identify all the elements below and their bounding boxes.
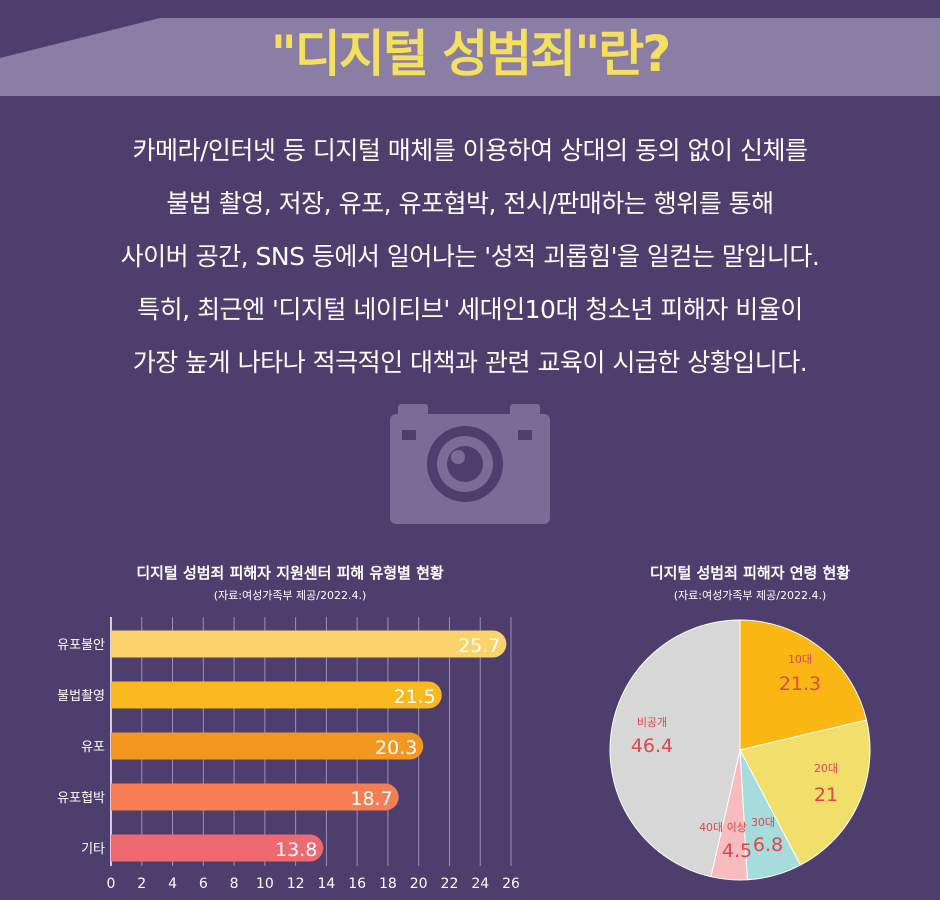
pie-value-label: 6.8 (753, 834, 783, 856)
intro-text: 카메라/인터넷 등 디지털 매체를 이용하여 상대의 동의 없이 신체를 불법 … (40, 124, 900, 389)
pie-slice (739, 619, 868, 751)
pie-value-label: 46.4 (631, 735, 673, 757)
bar-value-label: 13.8 (275, 839, 317, 861)
bar-category-label: 불법촬영 (57, 689, 105, 704)
bar-end-fill (111, 834, 138, 862)
bar (111, 681, 442, 709)
bar-end-fill (111, 630, 138, 658)
bar-x-tick-label: 6 (199, 876, 208, 892)
bar-x-tick-label: 24 (471, 876, 489, 892)
pie-slice-label: 20대 (814, 762, 838, 775)
pie-slice-label: 40대 이상 (699, 821, 747, 834)
pie-value-label: 4.5 (722, 840, 752, 862)
pie-slice-label: 30대 (751, 816, 775, 829)
intro-line: 사이버 공간, SNS 등에서 일어나는 '성적 괴롭힘'을 일컫는 말입니다. (120, 242, 820, 271)
pie-chart-source: (자료:여성가족부 제공/2022.4.) (673, 589, 827, 602)
bar-x-tick-label: 10 (256, 876, 274, 892)
bar-x-tick-label: 20 (410, 876, 428, 892)
header-band (0, 18, 940, 96)
bar-x-tick-label: 2 (137, 876, 146, 892)
bar-category-label: 유포불안 (57, 638, 105, 653)
bar-x-tick-label: 18 (379, 876, 397, 892)
intro-line: 가장 높게 나타나 적극적인 대책과 관련 교육이 시급한 상황입니다. (132, 348, 808, 377)
pie-slice-label: 비공개 (637, 716, 667, 729)
pie-value-label: 21 (814, 784, 838, 806)
pie-slice (739, 719, 871, 866)
camera-icon (390, 404, 550, 524)
bar-end-fill (111, 681, 138, 709)
page-title: "디지털 성범죄"란? (270, 25, 672, 83)
bar-x-tick-label: 8 (230, 876, 239, 892)
bar-category-label: 유포협박 (57, 791, 105, 806)
intro-line: 불법 촬영, 저장, 유포, 유포협박, 전시/판매하는 행위를 통해 (166, 189, 774, 218)
bar-category-label: 유포 (81, 740, 105, 755)
bar-value-label: 21.5 (393, 686, 435, 708)
bar-end-fill (111, 732, 138, 760)
bar-x-tick-label: 26 (502, 876, 520, 892)
bar-x-tick-label: 0 (107, 876, 116, 892)
bar-category-label: 기타 (81, 842, 105, 857)
bar-chart-source: (자료:여성가족부 제공/2022.4.) (213, 589, 367, 602)
pie-slice (609, 619, 741, 878)
pie-slice-label: 10대 (788, 653, 812, 666)
bar-x-tick-label: 22 (441, 876, 459, 892)
pie-chart-title: 디지털 성범죄 피해자 연령 현황 (649, 564, 851, 582)
bar-x-tick-label: 4 (168, 876, 177, 892)
bar-x-tick-label: 16 (348, 876, 366, 892)
intro-line: 특히, 최근엔 '디지털 네이티브' 세대인10대 청소년 피해자 비율이 (137, 295, 803, 324)
bar-x-tick-label: 12 (287, 876, 305, 892)
bar-chart-title: 디지털 성범죄 피해자 지원센터 피해 유형별 현황 (136, 564, 444, 582)
bar (111, 630, 507, 658)
bar-value-label: 20.3 (375, 737, 417, 759)
bar-x-tick-label: 14 (317, 876, 335, 892)
bar-end-fill (111, 783, 138, 811)
bar (111, 834, 324, 862)
bar-value-label: 18.7 (350, 788, 392, 810)
bar (111, 732, 424, 760)
bar-value-label: 25.7 (458, 635, 500, 657)
bar (111, 783, 399, 811)
intro-line: 카메라/인터넷 등 디지털 매체를 이용하여 상대의 동의 없이 신체를 (132, 136, 809, 165)
pie-value-label: 21.3 (779, 673, 821, 695)
